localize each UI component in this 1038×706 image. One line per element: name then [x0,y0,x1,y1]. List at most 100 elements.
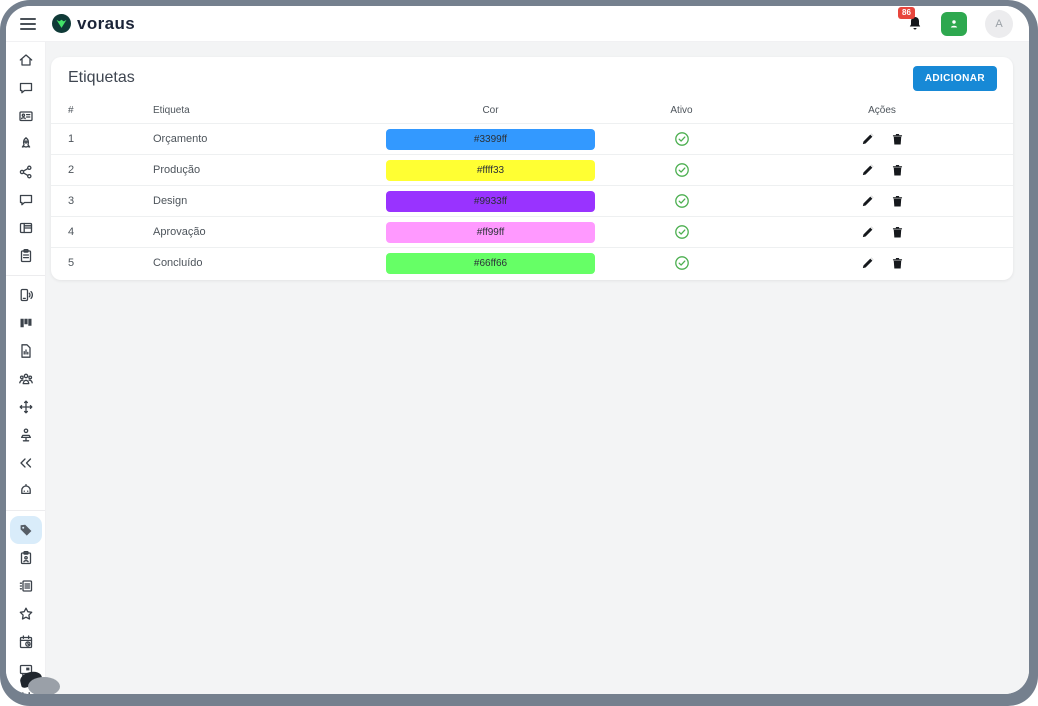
trash-icon [891,194,904,209]
etiqueta-name: Design [153,195,188,207]
logo[interactable]: voraus [52,14,135,34]
comment-box-icon [18,662,34,678]
trash-icon [891,225,904,240]
edit-button[interactable] [861,225,875,240]
edit-button[interactable] [861,163,875,178]
card-header: Etiquetas ADICIONAR [51,57,1013,97]
pencil-icon [861,163,875,177]
table-row: 5 Concluído #66ff66 [51,247,1013,278]
sidebar-item-calls[interactable] [10,281,42,309]
delete-button[interactable] [891,194,904,209]
sidebar-item-reports[interactable] [10,337,42,365]
file-chart-icon [18,343,34,359]
sidebar-item-contacts[interactable] [10,102,42,130]
sidebar-item-home[interactable] [10,46,42,74]
bell-icon [907,15,923,32]
trash-icon [891,256,904,271]
edit-button[interactable] [861,256,875,271]
move-icon [18,399,34,415]
actions-cell [751,132,1013,147]
sidebar-item-bot[interactable] [10,477,42,505]
pencil-icon [861,132,875,146]
avatar[interactable]: A [985,9,1013,38]
notifications-button[interactable]: 86 [898,7,923,32]
table-row: 2 Produção #ffff33 [51,154,1013,185]
delete-button[interactable] [891,256,904,271]
edit-button[interactable] [861,132,875,147]
column-header-aes: Ações [868,104,896,116]
row-number: 2 [68,164,75,176]
team-icon [18,371,34,387]
sidebar-item-share[interactable] [10,158,42,186]
add-button[interactable]: ADICIONAR [912,65,997,91]
logo-text: voraus [77,13,136,33]
etiquetas-card: Etiquetas ADICIONAR # Etiqueta Cor Ativo Açõ… [51,57,1013,280]
rocket-icon [18,136,34,152]
etiqueta-name: Orçamento [153,133,208,145]
edit-button[interactable] [861,194,875,209]
delete-button[interactable] [891,163,904,178]
sidebar-divider [6,510,45,511]
delete-button[interactable] [891,132,904,147]
tag-icon [18,522,34,538]
sidebar-item-board[interactable] [10,214,42,242]
color-cell: #9933ff [369,190,612,212]
sidebar-item-messages[interactable] [10,186,42,214]
sidebar-item-clipboard[interactable] [10,242,42,270]
person-desk-icon [18,427,34,443]
column-header-etiqueta: Etiqueta [153,104,190,116]
check-circle-icon [674,131,690,147]
robot-icon [18,483,34,499]
row-number: 1 [68,133,75,145]
sidebar-item-favorites[interactable] [10,600,42,628]
row-number: 3 [68,195,75,207]
support-button[interactable] [941,11,967,36]
active-cell [612,224,751,240]
color-chip: #3399ff [386,128,595,150]
check-circle-icon [674,224,690,240]
chat-icon [18,192,34,208]
row-number: 5 [68,257,75,269]
pencil-icon [861,225,875,239]
active-cell [612,193,751,209]
calendar-clock-icon [18,634,34,650]
sidebar-item-kanban[interactable] [10,309,42,337]
color-chip: #ffff33 [386,159,595,181]
sidebar-item-workstation[interactable] [10,421,42,449]
sidebar-item-tasks[interactable] [10,544,42,572]
sidebar-item-lists[interactable] [10,572,42,600]
app-body: Etiquetas ADICIONAR # Etiqueta Cor Ativo Açõ… [6,42,1029,694]
etiqueta-name: Concluído [153,257,203,269]
sidebar-item-move[interactable] [10,393,42,421]
sidebar-item-schedule[interactable] [10,628,42,656]
topbar: voraus 86 A [6,6,1029,42]
color-chip: #9933ff [386,190,595,212]
active-cell [612,255,751,271]
sidebar-item-etiquetas[interactable] [9,516,42,544]
sidebar-item-chat[interactable] [10,74,42,102]
check-circle-icon [674,255,690,271]
phone-volume-icon [18,287,34,303]
notification-badge: 86 [898,7,915,19]
table-row: 1 Orçamento #3399ff [51,123,1013,154]
sidebar [6,42,46,694]
actions-cell [751,194,1013,209]
sidebar-item-rocket[interactable] [10,130,42,158]
actions-cell [751,225,1013,240]
trash-icon [891,163,904,178]
sidebar-item-team[interactable] [10,365,42,393]
table-body: 1 Orçamento #3399ff 2 Produção #ffff33 3 Design… [51,123,1013,278]
chat-icon [18,80,34,96]
star-icon [18,606,34,622]
sidebar-item-replies[interactable] [10,449,42,477]
pencil-icon [861,256,875,270]
sidebar-item-feedback[interactable] [10,656,42,684]
hamburger-menu-icon[interactable] [20,17,36,30]
color-cell: #3399ff [369,128,612,150]
kanban-icon [18,315,34,331]
sidebar-item-flows[interactable] [10,684,42,694]
share-nodes-icon [18,164,34,180]
column-header-cor: Cor [482,104,499,116]
delete-button[interactable] [891,225,904,240]
